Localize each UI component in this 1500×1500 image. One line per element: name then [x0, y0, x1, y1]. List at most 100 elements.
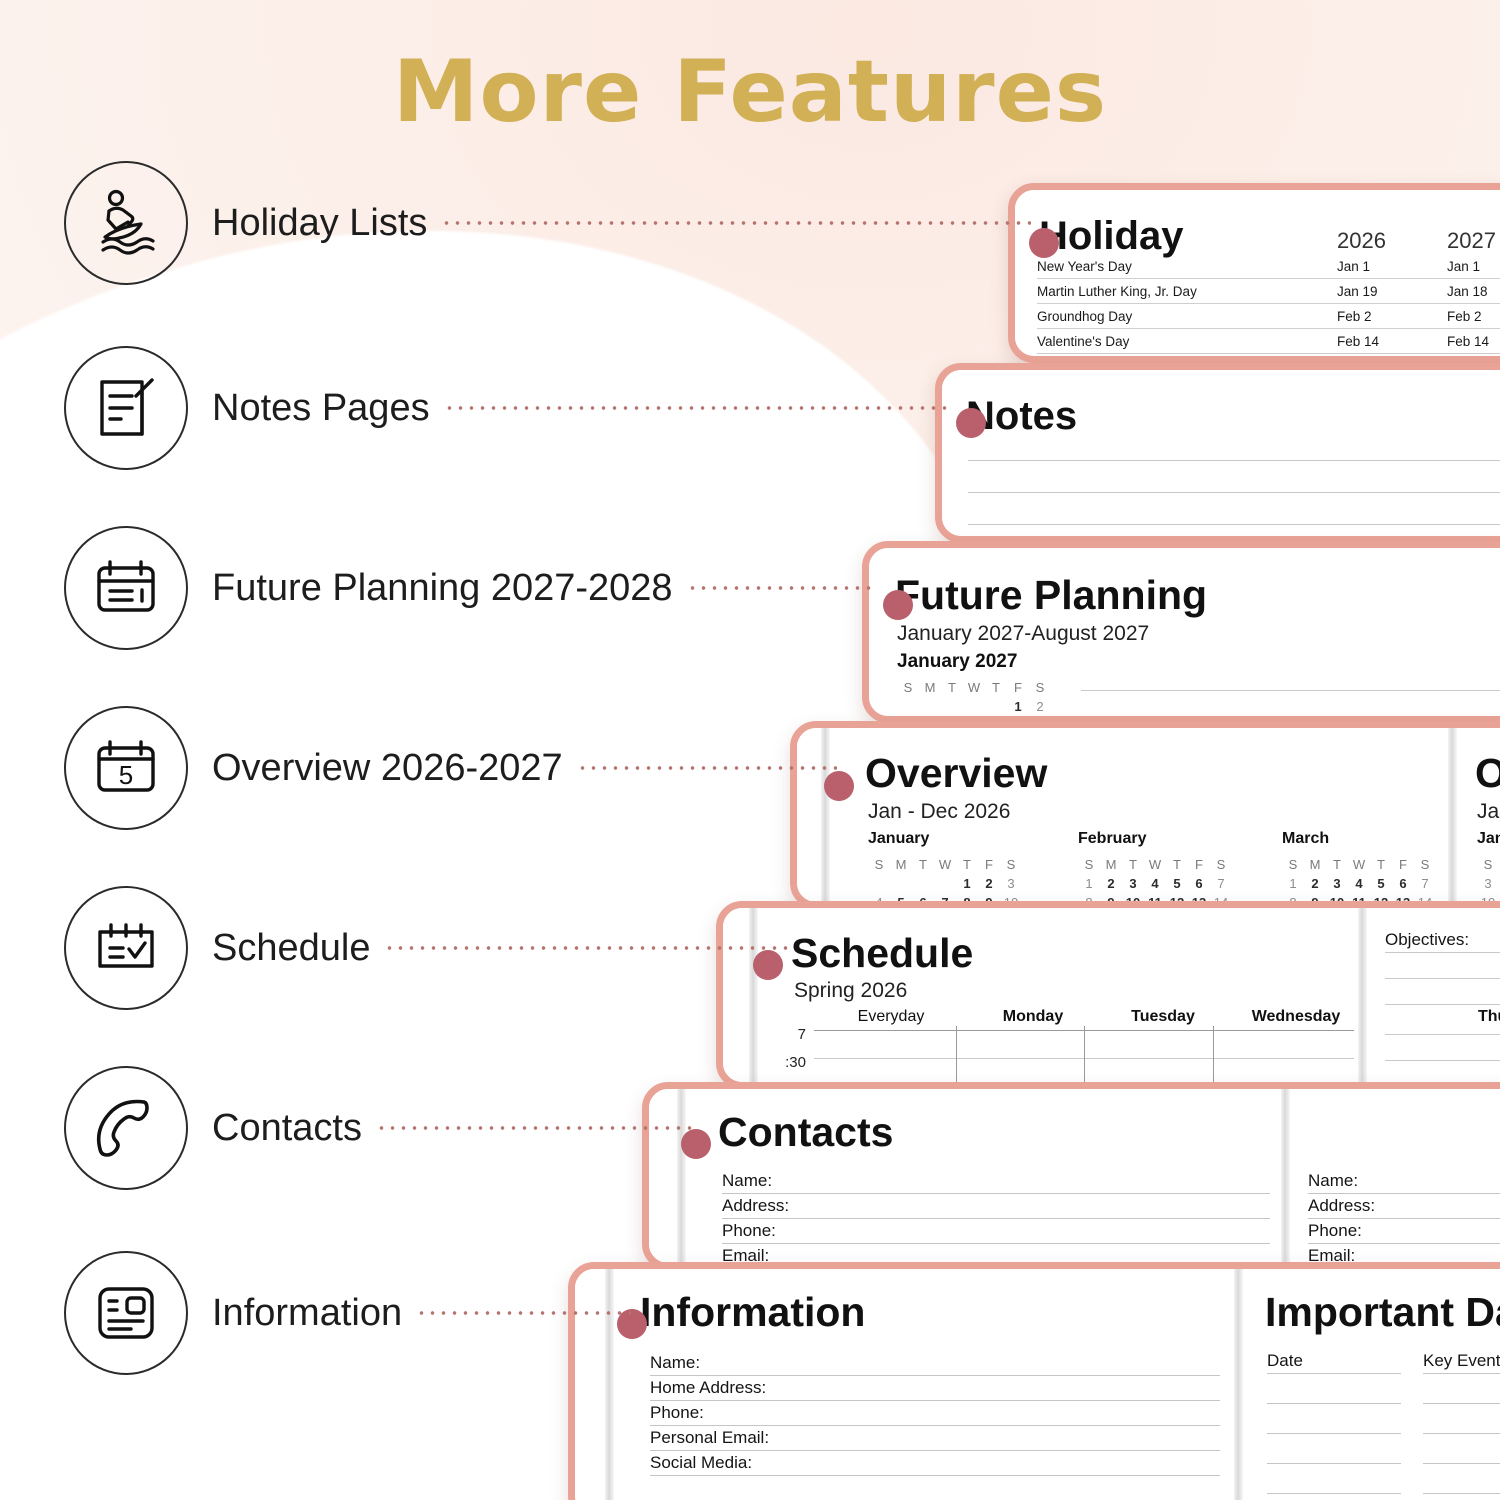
book-spine-right	[1234, 1269, 1243, 1500]
important-dates-title: Important Dates	[1265, 1289, 1500, 1335]
note-line	[968, 460, 1500, 461]
future-month-name: January 2027	[897, 651, 1018, 672]
feature-label: Notes Pages	[212, 386, 430, 429]
dow: M	[895, 857, 907, 872]
dow: F	[1195, 857, 1203, 872]
dow: S	[1216, 857, 1226, 872]
schedule-vline	[1213, 1026, 1214, 1082]
field-line	[650, 1400, 1220, 1401]
holiday-2027: Jan 1	[1447, 259, 1481, 274]
planner-card-future-planning[interactable]: Future Planning January 2027-August 2027…	[862, 541, 1500, 723]
day	[912, 874, 934, 893]
day: 8	[956, 893, 978, 902]
field-line	[650, 1375, 1220, 1376]
day: 2	[1036, 699, 1044, 714]
dow: S	[1006, 857, 1016, 872]
events-line	[1423, 1373, 1500, 1374]
connector-dots	[686, 586, 877, 590]
dow: T	[992, 680, 1000, 695]
day: 6	[912, 893, 934, 902]
day: 11	[1144, 893, 1166, 902]
contacts-field-name-right: Name:	[1308, 1171, 1359, 1190]
planner-card-schedule[interactable]: Schedule Spring 2026 Everyday Monday Tue…	[716, 901, 1500, 1089]
schedule-col-everyday: Everyday	[857, 1008, 925, 1025]
overview-right-page: Overview Jan - Dec January S M T W T F S…	[1457, 728, 1500, 902]
calendar-day-5-icon: 5	[64, 706, 188, 830]
feature-item-overview[interactable]: 5 Overview 2026-2027	[64, 706, 837, 830]
contacts-field-email: Email:	[722, 1246, 770, 1263]
card-title: Holiday	[1039, 214, 1184, 258]
table-row: New Year's Day Jan 1 Jan 1	[1037, 254, 1500, 279]
connector-dots	[416, 1311, 632, 1315]
planner-card-notes[interactable]: Notes	[935, 363, 1500, 543]
day: 4	[1355, 876, 1363, 891]
book-spine	[821, 728, 830, 902]
dow: S	[1035, 680, 1045, 695]
schedule-time: :30	[785, 1054, 806, 1071]
page-title: More Features	[392, 42, 1108, 142]
note-line	[968, 492, 1500, 493]
feature-item-holiday-lists[interactable]: Holiday Lists	[64, 161, 1032, 285]
dow: S	[1288, 857, 1298, 872]
month-name: February	[1078, 830, 1147, 847]
feature-item-contacts[interactable]: Contacts	[64, 1066, 696, 1190]
day: 10	[1477, 893, 1499, 902]
dow: F	[1014, 680, 1022, 695]
dow: S	[903, 680, 913, 695]
feature-item-future-planning[interactable]: Future Planning 2027-2028	[64, 526, 877, 650]
planner-card-contacts[interactable]: Contacts Name: Address: Phone: Email: Na…	[642, 1082, 1500, 1270]
info-field-home-address: Home Address:	[650, 1378, 767, 1397]
objectives-label: Objectives:	[1385, 930, 1470, 949]
day: 5	[890, 893, 912, 902]
note-line	[968, 524, 1500, 525]
day: 2	[985, 876, 993, 891]
planner-card-overview[interactable]: Overview Jan - Dec 2026 January S M T W …	[790, 721, 1500, 909]
info-field-social-media: Social Media:	[650, 1453, 753, 1472]
day	[985, 697, 1007, 716]
feature-item-schedule[interactable]: Schedule	[64, 886, 795, 1010]
planner-card-information[interactable]: Information Name: Home Address: Phone: P…	[568, 1262, 1500, 1500]
feature-label: Schedule	[212, 926, 371, 969]
holiday-table: 2026 2027 New Year's Day Jan 1 Jan 1 Mar…	[1037, 228, 1500, 356]
planner-card-holiday[interactable]: Holiday 2026 2027 New Year's Day Jan 1 J…	[1008, 183, 1500, 363]
card-bullet	[1029, 228, 1059, 258]
feature-item-notes-pages[interactable]: Notes Pages	[64, 346, 949, 470]
holiday-2026: Jan 19	[1337, 284, 1378, 299]
card-title: Overview	[865, 750, 1048, 796]
card-bullet	[883, 590, 913, 620]
contacts-field-phone: Phone:	[722, 1221, 776, 1240]
day: 2	[1311, 876, 1319, 891]
field-line	[1308, 1218, 1500, 1219]
table-row: Valentine's Day Feb 14 Feb 14	[1037, 329, 1500, 354]
day: 12	[1166, 893, 1188, 902]
day: 12	[1370, 893, 1392, 902]
schedule-col-wednesday: Wednesday	[1251, 1008, 1341, 1025]
day: 8	[1282, 893, 1304, 902]
field-line	[1308, 1243, 1500, 1244]
contacts-right-page: Name: Address: Phone: Email:	[1290, 1089, 1500, 1263]
book-spine	[677, 1089, 686, 1263]
day	[941, 697, 963, 716]
holiday-2027: Jan 18	[1447, 284, 1488, 299]
dow: T	[963, 857, 971, 872]
dow: M	[924, 680, 936, 695]
book-spine	[749, 908, 758, 1082]
day: 7	[1217, 876, 1225, 891]
dow: W	[1352, 857, 1366, 872]
surfer-icon	[64, 161, 188, 285]
mini-calendar-grid: S M T W T F S 1 2 3 4 5 6 7 8 9 10	[1282, 855, 1436, 902]
day: 7	[1421, 876, 1429, 891]
table-row: Martin Luther King, Jr. Day Jan 19 Jan 1…	[1037, 279, 1500, 304]
events-line	[1423, 1463, 1500, 1464]
card-title: Schedule	[791, 930, 974, 976]
connector-dots	[443, 406, 949, 410]
day	[919, 697, 941, 716]
day: 9	[978, 893, 1000, 902]
day: 1	[963, 876, 971, 891]
field-line	[722, 1243, 1270, 1244]
mini-calendar-grid: S M T W T F S 3 4 5 6 7 8 9 10 11 12	[1477, 855, 1500, 902]
feature-label: Future Planning 2027-2028	[212, 566, 673, 609]
feature-item-information[interactable]: Information	[64, 1251, 632, 1375]
info-field-name: Name:	[650, 1353, 701, 1372]
card-title: Information	[640, 1289, 866, 1335]
